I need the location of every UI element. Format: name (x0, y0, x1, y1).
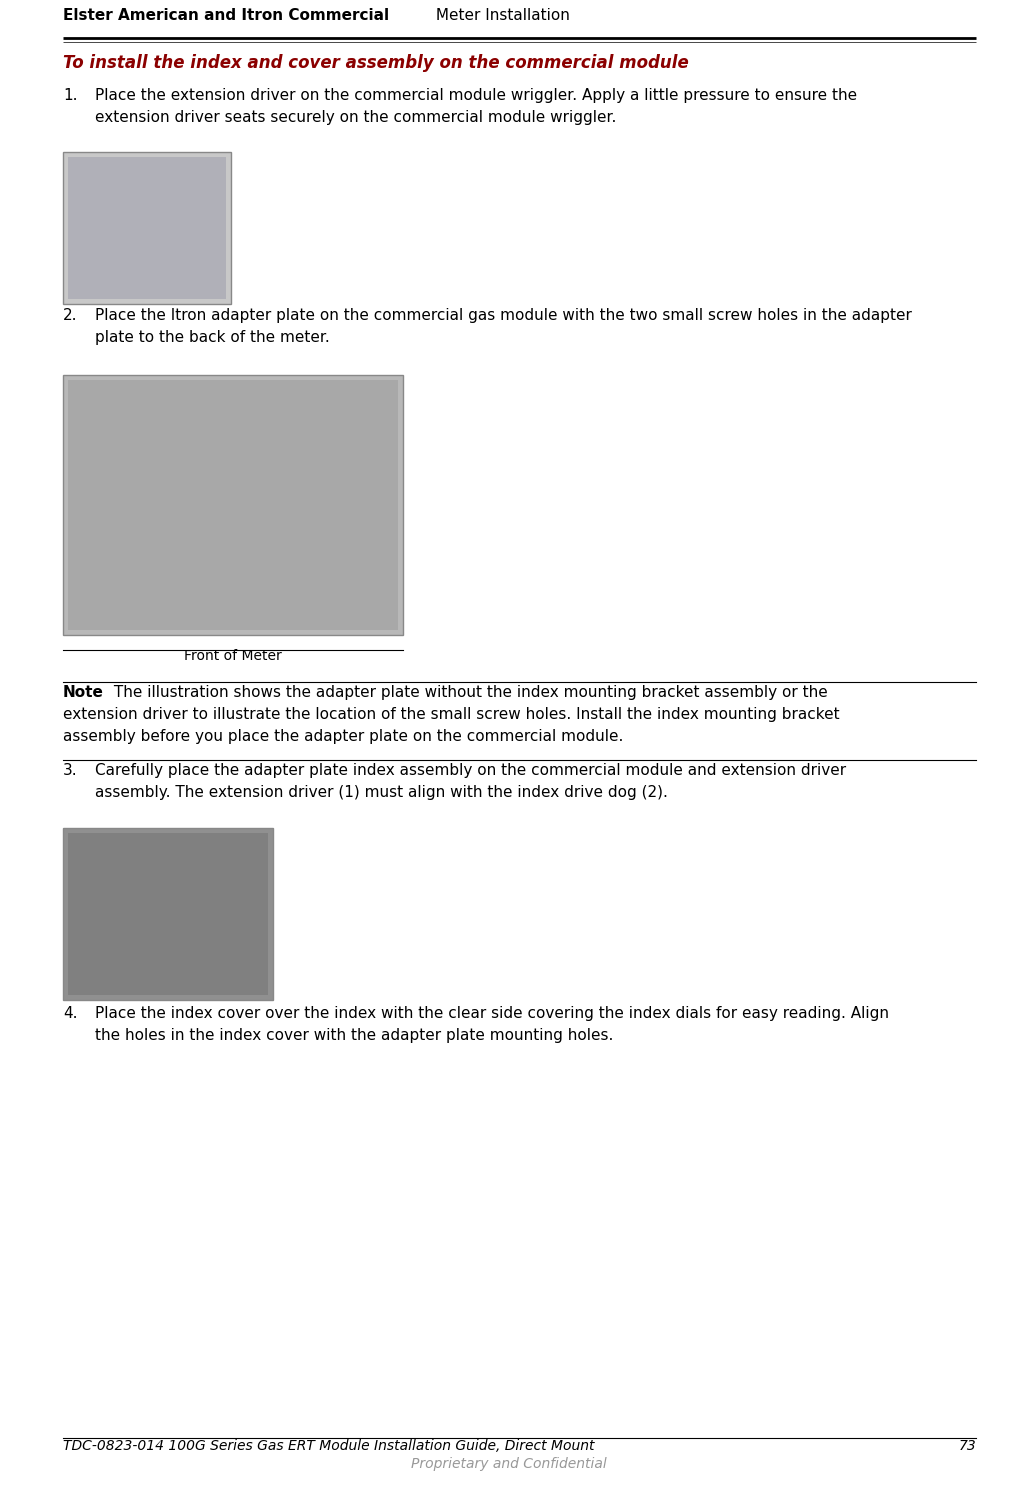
Text: The illustration shows the adapter plate without the index mounting bracket asse: The illustration shows the adapter plate… (109, 685, 828, 700)
Bar (63, 374, 403, 636)
Text: 3.: 3. (63, 762, 77, 777)
Text: the holes in the index cover with the adapter plate mounting holes.: the holes in the index cover with the ad… (95, 1028, 614, 1043)
Text: TDC-0823-014 100G Series Gas ERT Module Installation Guide, Direct Mount: TDC-0823-014 100G Series Gas ERT Module … (63, 1438, 595, 1453)
Text: 1.: 1. (63, 88, 77, 103)
Bar (63, 152, 231, 304)
Text: Elster American and Itron Commercial: Elster American and Itron Commercial (63, 7, 389, 22)
Text: extension driver seats securely on the commercial module wriggler.: extension driver seats securely on the c… (95, 110, 616, 125)
Text: Place the Itron adapter plate on the commercial gas module with the two small sc: Place the Itron adapter plate on the com… (95, 307, 912, 322)
Text: extension driver to illustrate the location of the small screw holes. Install th: extension driver to illustrate the locat… (63, 707, 840, 722)
Bar (68, 833, 268, 995)
Text: To install the index and cover assembly on the commercial module: To install the index and cover assembly … (63, 54, 689, 72)
Text: assembly before you place the adapter plate on the commercial module.: assembly before you place the adapter pl… (63, 730, 623, 745)
Bar (63, 828, 273, 1000)
Bar (68, 157, 226, 298)
Bar (68, 380, 398, 630)
Text: Carefully place the adapter plate index assembly on the commercial module and ex: Carefully place the adapter plate index … (95, 762, 846, 777)
Text: Meter Installation: Meter Installation (431, 7, 570, 22)
Text: Front of Meter: Front of Meter (184, 649, 282, 662)
Text: plate to the back of the meter.: plate to the back of the meter. (95, 330, 330, 345)
Text: Note: Note (63, 685, 104, 700)
Text: 73: 73 (958, 1438, 976, 1453)
Text: Place the index cover over the index with the clear side covering the index dial: Place the index cover over the index wit… (95, 1006, 889, 1021)
Text: Place the extension driver on the commercial module wriggler. Apply a little pre: Place the extension driver on the commer… (95, 88, 857, 103)
Text: assembly. The extension driver (1) must align with the index drive dog (2).: assembly. The extension driver (1) must … (95, 785, 668, 800)
Text: 2.: 2. (63, 307, 77, 322)
Text: Proprietary and Confidential: Proprietary and Confidential (411, 1458, 607, 1471)
Text: 4.: 4. (63, 1006, 77, 1021)
